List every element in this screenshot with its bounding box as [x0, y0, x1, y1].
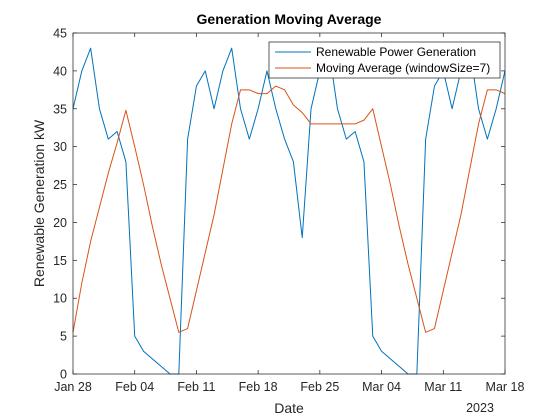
y-tick-label: 5 — [60, 330, 67, 344]
legend: Renewable Power Generation Moving Averag… — [268, 41, 501, 79]
x-tick-label: Feb 25 — [300, 380, 339, 394]
x-tick-label: Jan 28 — [54, 380, 92, 394]
x-tick-label: Mar 04 — [362, 380, 401, 394]
x-axis-label: Date — [274, 400, 304, 416]
y-tick-label: 10 — [53, 292, 67, 306]
y-tick-label: 25 — [53, 178, 67, 192]
x-tick-label: Mar 11 — [424, 380, 462, 394]
legend-entry-generation: Renewable Power Generation — [316, 45, 476, 59]
y-tick-label: 30 — [53, 140, 67, 154]
y-tick-label: 15 — [53, 254, 67, 268]
axes-box — [72, 32, 506, 375]
y-tick-label: 0 — [60, 368, 67, 382]
legend-entry-moving-average: Moving Average (windowSize=7) — [316, 61, 490, 75]
y-tick-label: 20 — [53, 216, 67, 230]
x-tick-label: Feb 04 — [115, 380, 154, 394]
y-tick-label: 35 — [53, 102, 67, 116]
series-line-moving-average — [72, 85, 506, 333]
legend-box — [268, 41, 501, 79]
y-tick-label: 40 — [53, 64, 67, 78]
series-line-generation — [72, 47, 506, 375]
series-layer — [72, 47, 506, 375]
y-tick-label: 45 — [53, 27, 67, 41]
axes: 0 5 10 15 20 25 30 35 40 45 Jan 28 Feb 04 Feb 11 Feb … — [53, 27, 524, 395]
x-tick-label: Feb 18 — [239, 380, 278, 394]
y-axis-label: Renewable Generation kW — [31, 119, 47, 287]
x-tick-label: Mar 18 — [486, 380, 525, 394]
plot-area — [73, 33, 505, 374]
x-axis-year-label: 2023 — [466, 401, 494, 415]
chart-title: Generation Moving Average — [197, 11, 382, 27]
x-tick-label: Feb 11 — [177, 380, 215, 394]
